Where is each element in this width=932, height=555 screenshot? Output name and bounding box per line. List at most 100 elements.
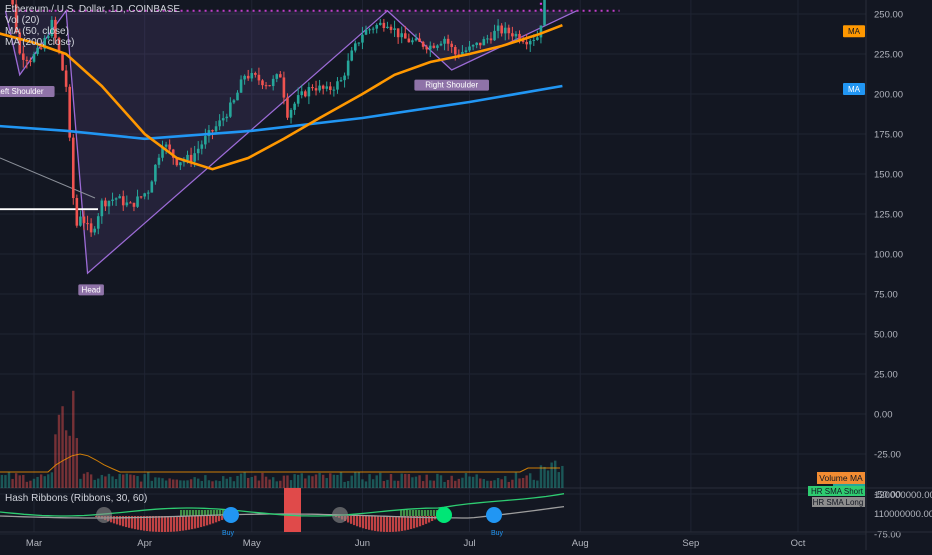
volume-bar — [232, 481, 236, 488]
volume-bar — [243, 472, 246, 488]
hr-histogram-bar — [158, 516, 161, 532]
candle-body — [425, 46, 428, 50]
volume-bar — [29, 480, 32, 488]
volume-bar — [479, 478, 482, 488]
volume-bar — [350, 475, 353, 488]
candle-body — [279, 74, 282, 78]
volume-bar — [68, 435, 71, 488]
candle-body — [225, 116, 229, 119]
volume-bar — [11, 478, 14, 488]
volume-bar — [257, 480, 261, 488]
volume-bar — [289, 480, 293, 488]
volume-bar — [293, 474, 296, 488]
volume-bar — [307, 475, 311, 488]
candle-body — [339, 80, 343, 82]
volume-bar — [154, 477, 157, 488]
hr-histogram-bar — [368, 516, 371, 530]
volume-bar — [57, 414, 61, 488]
y-tick-label: -50.00 — [874, 490, 901, 501]
volume-bar — [36, 476, 39, 488]
candle-body — [307, 87, 311, 97]
candle-body — [375, 24, 379, 29]
volume-bar — [182, 480, 186, 488]
y-tick-label: 25.00 — [874, 370, 898, 381]
candle-body — [257, 74, 261, 81]
y-tick-label: 0.00 — [874, 410, 893, 421]
hr-histogram-bar — [377, 516, 380, 532]
volume-bar — [47, 474, 50, 488]
candle-body — [421, 41, 425, 47]
hr-histogram-bar — [122, 516, 125, 527]
candle-body — [64, 70, 68, 87]
candle-body — [386, 26, 389, 28]
hr-histogram-bar — [433, 510, 436, 516]
hr-histogram-bar — [206, 516, 209, 526]
hr-histogram-bar — [380, 516, 383, 532]
candle-body — [304, 91, 307, 97]
candle-body — [428, 45, 432, 50]
pattern-label-box — [78, 284, 104, 296]
volume-bar — [514, 472, 518, 488]
hr-histogram-bar — [374, 516, 377, 531]
candle-body — [196, 148, 200, 154]
candle-body — [39, 47, 43, 49]
hr-histogram-bar — [371, 516, 374, 531]
hr-histogram-bar — [143, 516, 146, 531]
candle-body — [364, 29, 368, 35]
candle-body — [400, 33, 404, 38]
chart-title: Ethereum / U.S. Dollar, 1D, COINBASE — [5, 4, 181, 15]
candle-body — [86, 223, 89, 225]
hr-histogram-bar — [427, 510, 430, 516]
volume-bar — [496, 478, 500, 488]
volume-bar — [22, 474, 25, 488]
x-tick-label: Sep — [682, 538, 699, 549]
volume-bar — [500, 479, 503, 488]
volume-bar — [529, 473, 532, 488]
candle-body — [418, 38, 421, 42]
volume-bar — [261, 472, 264, 488]
ma-axis-marker: MA — [843, 83, 865, 95]
volume-bar — [186, 480, 189, 488]
candle-body — [79, 216, 82, 226]
hr-long-legend-label: HR SMA Long — [813, 498, 864, 507]
hr-histogram-bar — [389, 516, 392, 532]
volume-bar — [436, 473, 439, 488]
volume-bar — [122, 474, 125, 488]
candle-body — [371, 28, 375, 30]
pattern-fill — [5, 10, 577, 274]
hr-histogram-bar — [176, 516, 179, 532]
candle-body — [450, 43, 453, 48]
ma-axis-marker-box — [843, 83, 865, 95]
candle-body — [179, 162, 182, 166]
candle-body — [453, 47, 457, 55]
volume-bar — [104, 476, 107, 488]
candle-body — [89, 223, 93, 233]
volume-bar — [0, 474, 4, 488]
y-tick-label: 125.00 — [874, 210, 903, 221]
hr-histogram-bar — [410, 516, 413, 530]
candle-body — [525, 41, 528, 45]
candle-body — [361, 34, 364, 43]
hr-histogram-bar — [347, 516, 350, 523]
volume-bar — [536, 480, 539, 488]
hr-histogram-bar — [419, 516, 422, 527]
hr-histogram-bar — [188, 516, 191, 530]
hr-capitulation-bar — [284, 488, 301, 532]
candle-body — [500, 25, 503, 34]
hr-histogram-bar — [222, 510, 225, 516]
volume-bar — [336, 474, 339, 488]
candle-body — [393, 28, 396, 30]
hr-histogram-bar — [128, 516, 131, 528]
volume-bar — [161, 478, 164, 488]
hr-histogram-bar — [413, 516, 416, 529]
hr-histogram-bar — [203, 516, 206, 527]
volume-bar — [164, 480, 168, 488]
candle-body — [271, 78, 275, 87]
candle-body — [518, 33, 521, 41]
volume-bar — [504, 476, 507, 488]
volume-bar — [361, 479, 364, 488]
x-tick-label: Jun — [355, 538, 370, 549]
y-tick-label: -75.00 — [874, 530, 901, 541]
